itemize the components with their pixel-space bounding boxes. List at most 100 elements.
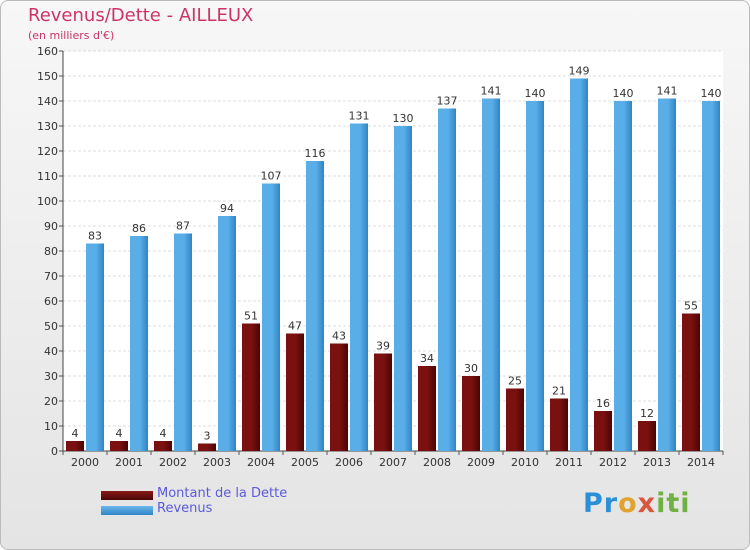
x-tick-label: 2007 [379,456,407,469]
y-tick-label: 80 [44,245,58,258]
bar-dette [286,333,304,451]
data-label-revenus: 140 [613,87,634,100]
data-label-dette: 34 [420,352,434,365]
y-tick-label: 30 [44,370,58,383]
bar-dette [110,441,128,451]
x-tick-label: 2003 [203,456,231,469]
y-tick-label: 120 [37,145,58,158]
y-tick-label: 70 [44,270,58,283]
bar-revenus [438,108,456,451]
legend-swatch-revenus [101,506,153,515]
y-tick-label: 40 [44,345,58,358]
y-tick-label: 0 [51,445,58,458]
data-label-dette: 12 [640,407,654,420]
bar-revenus [394,126,412,451]
bar-dette [66,441,84,451]
data-label-revenus: 140 [525,87,546,100]
chart-title: Revenus/Dette - AILLEUX [28,5,254,26]
bar-dette [462,376,480,451]
legend-label-dette: Montant de la Dette [157,486,288,501]
bar-revenus [130,236,148,451]
bar-dette [506,388,524,451]
y-tick-label: 160 [37,45,58,58]
data-label-revenus: 141 [657,85,678,98]
x-tick-label: 2004 [247,456,275,469]
legend-label-revenus: Revenus [157,501,213,516]
bar-revenus [570,78,588,451]
bar-dette [374,353,392,451]
data-label-dette: 4 [116,427,123,440]
data-label-dette: 21 [552,385,566,398]
y-tick-label: 150 [37,70,58,83]
y-tick-label: 10 [44,420,58,433]
bar-dette [330,343,348,451]
x-tick-label: 2010 [511,456,539,469]
chart-subtitle: (en milliers d'€) [28,29,115,42]
data-label-dette: 4 [160,427,167,440]
bar-dette [198,443,216,451]
bar-revenus [174,233,192,451]
data-label-revenus: 86 [132,222,146,235]
data-label-revenus: 87 [176,220,190,233]
data-label-revenus: 130 [393,112,414,125]
data-label-revenus: 149 [569,65,590,78]
x-tick-label: 2005 [291,456,319,469]
y-tick-label: 130 [37,120,58,133]
y-tick-label: 50 [44,320,58,333]
bar-revenus [614,101,632,451]
bar-dette [594,411,612,451]
data-label-revenus: 140 [701,87,722,100]
bar-revenus [526,101,544,451]
bar-dette [418,366,436,451]
x-tick-label: 2001 [115,456,143,469]
y-tick-label: 20 [44,395,58,408]
data-label-dette: 30 [464,362,478,375]
data-label-revenus: 116 [305,147,326,160]
y-tick-label: 110 [37,170,58,183]
data-label-dette: 43 [332,330,346,343]
data-label-dette: 3 [204,430,211,443]
data-label-dette: 51 [244,310,258,323]
data-label-revenus: 137 [437,95,458,108]
bar-revenus [306,161,324,451]
data-label-dette: 4 [72,427,79,440]
bar-dette [154,441,172,451]
data-label-revenus: 107 [261,170,282,183]
bar-revenus [350,123,368,451]
bar-dette [638,421,656,451]
bar-revenus [262,183,280,451]
x-tick-label: 2002 [159,456,187,469]
x-tick-label: 2009 [467,456,495,469]
data-label-revenus: 131 [349,110,370,123]
bar-dette [550,398,568,451]
data-label-dette: 47 [288,320,302,333]
bar-revenus [658,98,676,451]
bar-dette [242,323,260,451]
y-tick-label: 60 [44,295,58,308]
y-tick-label: 140 [37,95,58,108]
x-tick-label: 2011 [555,456,583,469]
data-label-revenus: 94 [220,202,234,215]
proxiti-logo: Proxiti [583,488,691,519]
bar-revenus [702,101,720,451]
data-label-dette: 55 [684,300,698,313]
bar-revenus [86,243,104,451]
data-label-dette: 25 [508,375,522,388]
x-tick-label: 2013 [643,456,671,469]
x-tick-label: 2000 [71,456,99,469]
data-label-revenus: 141 [481,85,502,98]
x-tick-label: 2006 [335,456,363,469]
bar-revenus [482,98,500,451]
x-tick-label: 2012 [599,456,627,469]
y-tick-label: 100 [37,195,58,208]
data-label-dette: 39 [376,340,390,353]
bar-revenus [218,216,236,451]
x-tick-label: 2008 [423,456,451,469]
data-label-revenus: 83 [88,230,102,243]
data-label-dette: 16 [596,397,610,410]
x-tick-label: 2014 [687,456,715,469]
y-tick-label: 90 [44,220,58,233]
bar-dette [682,313,700,451]
